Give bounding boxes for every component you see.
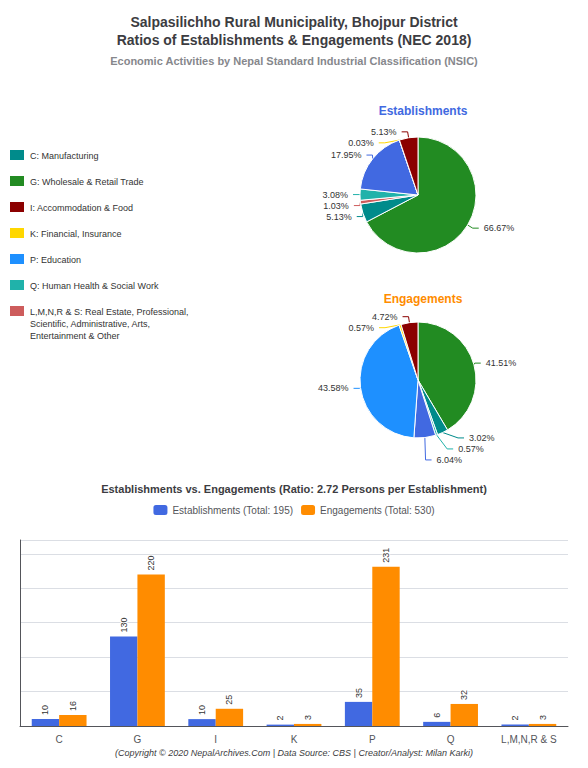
svg-text:41.51%: 41.51%: [486, 358, 517, 368]
svg-text:Ratios of Establishments & Eng: Ratios of Establishments & Engagements (…: [117, 32, 472, 48]
svg-text:Establishments vs. Engagements: Establishments vs. Engagements (Ratio: 2…: [101, 483, 487, 495]
svg-text:5.13%: 5.13%: [371, 127, 397, 137]
svg-text:66.67%: 66.67%: [484, 223, 515, 233]
svg-text:Economic Activities by Nepal S: Economic Activities by Nepal Standard In…: [110, 55, 478, 67]
svg-text:I: Accommodation & Food: I: Accommodation & Food: [30, 203, 133, 213]
svg-text:K: Financial, Insurance: K: Financial, Insurance: [30, 229, 122, 239]
svg-text:220: 220: [146, 555, 156, 570]
svg-text:Q: Human Health & Social Work: Q: Human Health & Social Work: [30, 281, 159, 291]
svg-text:35: 35: [354, 688, 364, 698]
svg-text:3: 3: [303, 715, 313, 720]
svg-text:25: 25: [224, 695, 234, 705]
svg-text:3.02%: 3.02%: [469, 433, 495, 443]
svg-text:2: 2: [510, 716, 520, 721]
svg-text:G: G: [134, 734, 142, 745]
svg-text:0.57%: 0.57%: [348, 323, 374, 333]
svg-text:Scientific, Administrative, Ar: Scientific, Administrative, Arts,: [30, 319, 150, 329]
svg-text:I: I: [214, 734, 217, 745]
svg-text:Establishments: Establishments: [379, 104, 468, 118]
svg-text:Entertainment & Other: Entertainment & Other: [30, 331, 120, 341]
svg-text:2: 2: [275, 716, 285, 721]
svg-text:P: P: [369, 734, 376, 745]
svg-text:K: K: [291, 734, 298, 745]
svg-text:17.95%: 17.95%: [331, 150, 362, 160]
svg-text:(Copyright © 2020 NepalArchive: (Copyright © 2020 NepalArchives.Com | Da…: [115, 748, 473, 758]
svg-text:C: C: [56, 734, 63, 745]
svg-text:231: 231: [381, 548, 391, 563]
svg-text:0.57%: 0.57%: [458, 444, 484, 454]
svg-text:6.04%: 6.04%: [437, 455, 463, 465]
svg-text:Salpasilichho Rural Municipali: Salpasilichho Rural Municipality, Bhojpu…: [130, 14, 458, 30]
svg-text:Engagements: Engagements: [384, 292, 463, 306]
svg-text:5.13%: 5.13%: [326, 212, 352, 222]
svg-text:Engagements (Total: 530): Engagements (Total: 530): [320, 505, 435, 516]
svg-text:3: 3: [538, 715, 548, 720]
svg-text:1.03%: 1.03%: [323, 201, 349, 211]
svg-text:3.08%: 3.08%: [322, 190, 348, 200]
svg-text:L,M,N,R & S: Real Estate, Prof: L,M,N,R & S: Real Estate, Professional,: [30, 307, 189, 317]
svg-text:Establishments (Total: 195): Establishments (Total: 195): [172, 505, 293, 516]
svg-text:10: 10: [197, 705, 207, 715]
svg-text:L,M,N,R & S: L,M,N,R & S: [501, 734, 557, 745]
svg-text:43.58%: 43.58%: [318, 383, 349, 393]
svg-text:6: 6: [432, 713, 442, 718]
svg-text:4.72%: 4.72%: [372, 312, 398, 322]
svg-text:130: 130: [119, 617, 129, 632]
svg-text:10: 10: [40, 705, 50, 715]
svg-text:16: 16: [68, 701, 78, 711]
svg-text:G: Wholesale & Retail Trade: G: Wholesale & Retail Trade: [30, 177, 144, 187]
svg-text:C: Manufacturing: C: Manufacturing: [30, 151, 99, 161]
svg-text:32: 32: [459, 690, 469, 700]
svg-text:0.03%: 0.03%: [348, 138, 374, 148]
svg-text:P: Education: P: Education: [30, 255, 81, 265]
svg-text:Q: Q: [447, 734, 455, 745]
